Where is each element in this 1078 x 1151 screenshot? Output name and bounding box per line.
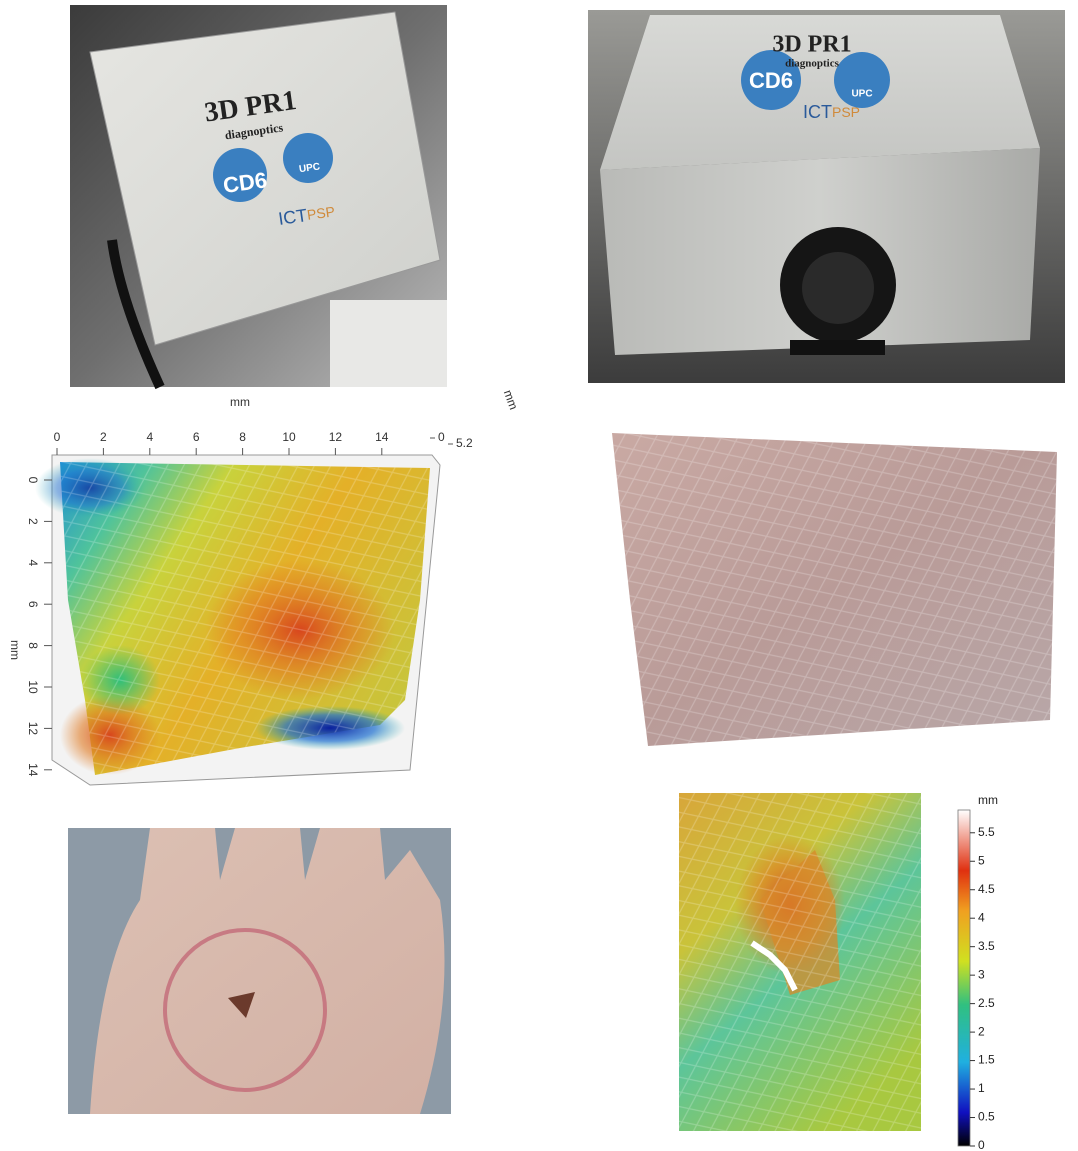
z-tick-label: 5.2 xyxy=(456,436,473,450)
y-tick-label: 6 xyxy=(26,601,40,608)
lens xyxy=(802,252,874,324)
y-tick-label: 2 xyxy=(26,518,40,525)
colorbar-tick-label: 3.5 xyxy=(978,939,995,953)
colorbar: mm 0 0.5 1 1.5 2 2.5 3 3.5 4 4.5 5 5.5 xyxy=(958,793,998,1151)
y-tick-label: 14 xyxy=(26,763,40,777)
colorbar-tick-label: 2 xyxy=(978,1024,985,1038)
x-tick-label: 12 xyxy=(329,430,343,444)
x-tick-label: 2 xyxy=(100,430,107,444)
colorbar-tick-label: 5 xyxy=(978,853,985,867)
device-title: 3D PR1 xyxy=(772,32,851,58)
y-tick-label: 8 xyxy=(26,642,40,649)
photo-device-front: 3D PR1 diagnoptics CD6 UPC ICTPSP xyxy=(70,5,447,387)
device-subtitle: diagnoptics xyxy=(785,58,840,70)
x-tick-label: 8 xyxy=(239,430,246,444)
y-tick-label: 4 xyxy=(26,559,40,566)
brand-ict: ICT xyxy=(803,102,832,122)
figure: 3D PR1 diagnoptics CD6 UPC ICTPSP 3D PR1… xyxy=(0,0,1078,1151)
brand-psp: PSP xyxy=(832,104,860,120)
logo-circle xyxy=(283,133,333,183)
logo-text: UPC xyxy=(851,89,872,100)
height-map xyxy=(679,793,921,1131)
surface-plot: mm mm mm 0 2 4 6 8 10 12 14 0 2 4 6 8 10 12 14 0 5.2 xyxy=(8,388,521,785)
photo-hand xyxy=(68,828,451,1114)
colorbar-tick-label: 4.5 xyxy=(978,882,995,896)
y-tick-label: 10 xyxy=(26,680,40,694)
colorbar-tick-label: 3 xyxy=(978,967,985,981)
device-foot xyxy=(790,340,885,355)
colorbar-tick-label: 0 xyxy=(978,1138,985,1151)
colorbar-tick-label: 2.5 xyxy=(978,996,995,1010)
brand-text: ICTPSP xyxy=(803,102,860,122)
brand-ict: ICT xyxy=(277,205,309,229)
axis-label: mm xyxy=(230,395,250,409)
colorbar-tick-label: 0.5 xyxy=(978,1110,995,1124)
page: 3D PR1 diagnoptics CD6 UPC ICTPSP 3D PR1… xyxy=(0,0,1078,1151)
x-tick-label: 0 xyxy=(54,430,61,444)
colorbar-tick-label: 5.5 xyxy=(978,825,995,839)
photo-background xyxy=(330,300,447,387)
skin-texture xyxy=(612,433,1057,746)
x-tick-label: 14 xyxy=(375,430,389,444)
colorbar-tick-label: 1.5 xyxy=(978,1053,995,1067)
y-tick-label: 0 xyxy=(26,477,40,484)
z-tick-label: 0 xyxy=(438,430,445,444)
axis-label: mm xyxy=(8,640,22,660)
colorbar-tick-label: 4 xyxy=(978,910,985,924)
colorbar-label: mm xyxy=(978,793,998,807)
colorbar-bar xyxy=(958,810,970,1146)
skin-texture-lines xyxy=(612,433,1057,746)
x-tick-label: 10 xyxy=(282,430,296,444)
colorbar-tick-label: 1 xyxy=(978,1081,985,1095)
height-map-texture xyxy=(679,793,921,1131)
x-tick-label: 6 xyxy=(193,430,200,444)
axis-label: mm xyxy=(501,388,521,412)
y-tick-label: 12 xyxy=(26,722,40,736)
x-tick-label: 4 xyxy=(146,430,153,444)
logo-text: CD6 xyxy=(749,68,793,93)
photo-device-side: 3D PR1 diagnoptics CD6 UPC ICTPSP xyxy=(588,10,1065,383)
